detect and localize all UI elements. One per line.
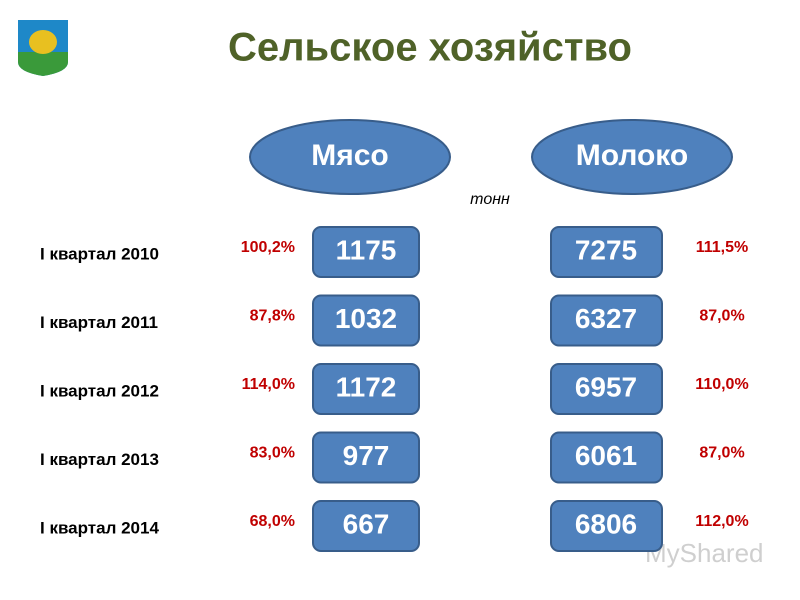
meat-value: 977 xyxy=(343,440,390,471)
meat-value: 1032 xyxy=(335,303,397,334)
meat-oval xyxy=(249,119,451,195)
meat-value: 1175 xyxy=(336,234,397,265)
milk-percent: 87,0% xyxy=(699,308,744,325)
row-label: I квартал 2011 xyxy=(40,313,158,332)
meat-box xyxy=(312,226,420,278)
milk-value: 6957 xyxy=(575,371,637,402)
row-label: I квартал 2012 xyxy=(40,381,159,400)
milk-box xyxy=(550,500,663,552)
milk-header: Молоко xyxy=(576,139,689,172)
meat-box xyxy=(312,294,420,347)
milk-percent: 112,0% xyxy=(695,513,748,530)
emblem xyxy=(18,20,68,76)
meat-box xyxy=(312,431,420,484)
milk-percent: 87,0% xyxy=(699,445,744,462)
meat-percent: 87,8% xyxy=(250,308,295,325)
meat-percent: 114,0% xyxy=(242,376,295,393)
title: Сельское хозяйство xyxy=(228,26,632,70)
milk-oval xyxy=(531,119,733,195)
unit: тонн xyxy=(470,191,510,208)
meat-box xyxy=(312,363,420,415)
meat-value: 1172 xyxy=(336,371,397,402)
watermark: MyShared xyxy=(645,538,764,568)
meat-percent: 68,0% xyxy=(250,513,295,530)
meat-percent: 83,0% xyxy=(250,445,295,462)
row-label: I квартал 2013 xyxy=(40,450,159,469)
milk-value: 6806 xyxy=(575,508,637,539)
milk-box xyxy=(550,226,663,278)
meat-box xyxy=(312,500,420,552)
milk-value: 6327 xyxy=(575,303,637,334)
meat-header: Мясо xyxy=(311,139,389,172)
milk-box xyxy=(550,363,663,415)
milk-value: 7275 xyxy=(575,234,637,265)
milk-box xyxy=(550,294,663,347)
meat-value: 667 xyxy=(343,508,390,539)
milk-box xyxy=(550,431,663,484)
milk-percent: 110,0% xyxy=(695,376,748,393)
meat-percent: 100,2% xyxy=(241,239,295,256)
row-label: I квартал 2014 xyxy=(40,518,159,537)
milk-percent: 111,5% xyxy=(696,239,749,256)
row-label: I квартал 2010 xyxy=(40,244,159,263)
milk-value: 6061 xyxy=(575,440,637,471)
